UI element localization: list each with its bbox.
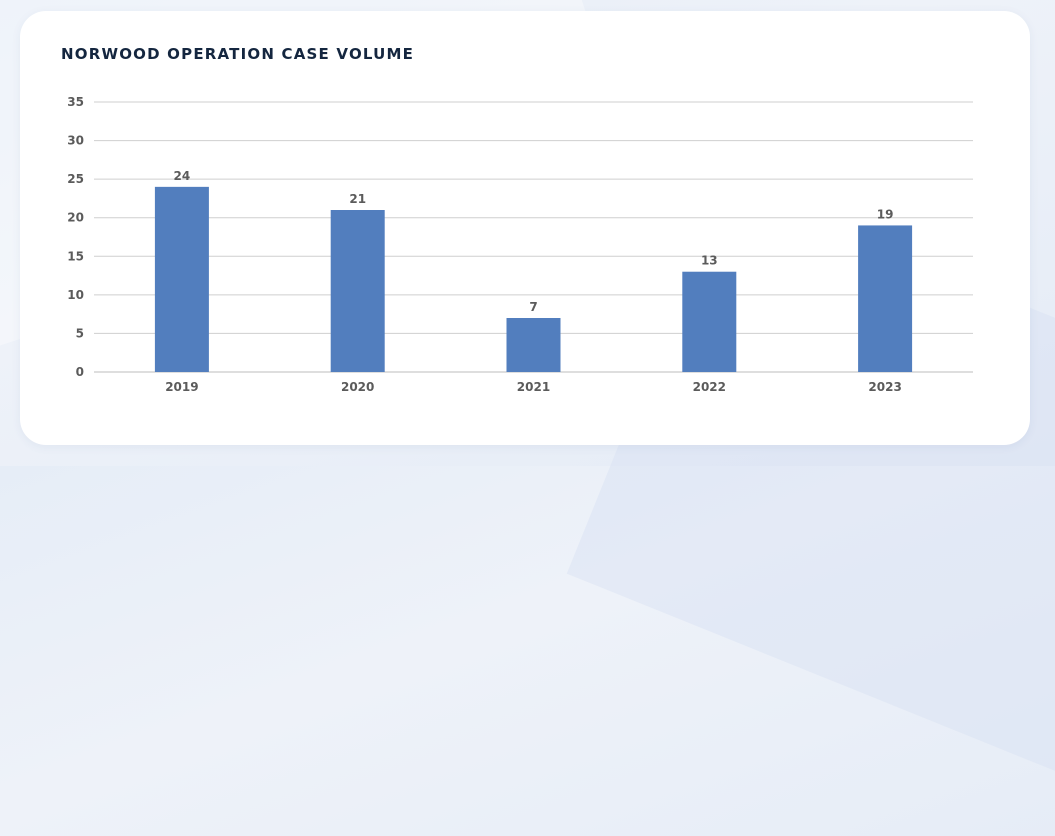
x-tick-label: 2021 <box>517 380 550 394</box>
y-tick-label: 35 <box>67 95 84 109</box>
bar-chart: 0 5 10 15 20 25 30 35 24 2019 21 2020 7 2021 13 2022 19 2… <box>67 95 973 394</box>
y-tick-label: 5 <box>76 326 84 340</box>
chart-title: NORWOOD OPERATION CASE VOLUME <box>61 45 415 63</box>
y-tick-label: 30 <box>67 134 84 148</box>
bar <box>858 225 913 372</box>
data-label: 7 <box>529 300 537 314</box>
x-tick-label: 2019 <box>165 380 198 394</box>
x-tick-label: 2023 <box>868 380 901 394</box>
x-tick-label: 2020 <box>341 380 374 394</box>
bar <box>330 210 385 372</box>
chart-card: NORWOOD OPERATION CASE VOLUME 0 5 10 15 20 25… <box>20 11 1030 445</box>
data-label: 19 <box>877 207 894 221</box>
y-tick-label: 25 <box>67 172 84 186</box>
bar <box>682 271 737 372</box>
bar <box>154 186 209 372</box>
y-tick-label: 20 <box>67 211 84 225</box>
x-tick-label: 2022 <box>693 380 726 394</box>
y-tick-label: 0 <box>76 365 84 379</box>
bar <box>506 318 561 372</box>
data-label: 24 <box>174 169 191 183</box>
data-label: 21 <box>349 192 366 206</box>
data-label: 13 <box>701 254 718 268</box>
y-tick-label: 15 <box>67 249 84 263</box>
y-tick-label: 10 <box>67 288 84 302</box>
